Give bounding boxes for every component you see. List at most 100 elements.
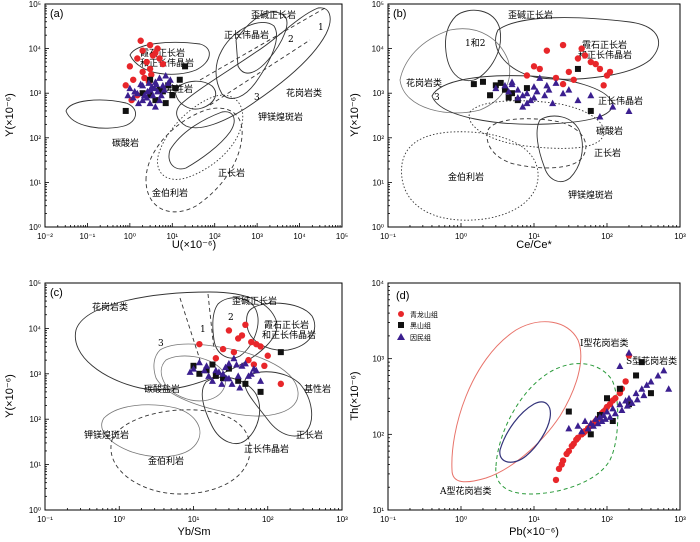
data-point-triangle <box>186 368 194 375</box>
field-label: 歪碱正长岩 <box>232 295 277 307</box>
data-point-triangle <box>618 406 626 413</box>
field-label: 金伯利岩 <box>448 171 484 183</box>
field-kimberlite <box>110 409 251 495</box>
x-axis-label: Pb(×10⁻⁶) <box>509 526 559 538</box>
data-point-triangle <box>190 365 197 372</box>
data-point-square <box>147 76 154 83</box>
data-point-triangle <box>643 381 651 388</box>
field-label: 金伯利岩 <box>152 187 188 199</box>
field-carbonate <box>160 355 226 402</box>
data-point-square <box>505 94 512 101</box>
y-tick-label: 10³ <box>29 89 41 98</box>
data-point-triangle <box>219 370 227 377</box>
y-tick-label: 10⁴ <box>29 45 42 54</box>
data-point-triangle <box>514 94 522 101</box>
data-point-triangle <box>156 74 164 81</box>
y-tick-label: 10⁴ <box>29 324 42 333</box>
data-point-triangle <box>218 380 226 387</box>
data-point-triangle <box>640 391 648 399</box>
data-point-circle <box>148 71 155 78</box>
field-label: 3 <box>158 339 164 349</box>
data-point-circle <box>130 76 137 83</box>
x-tick-label: 10⁴ <box>293 232 306 241</box>
data-point-circle <box>264 352 271 359</box>
panel-label: (a) <box>50 8 63 20</box>
data-point-circle <box>592 60 599 68</box>
data-point-circle <box>606 68 614 76</box>
field-syenite-pegmatite <box>215 22 278 99</box>
data-point-triangle <box>530 83 538 90</box>
data-point-triangle <box>145 79 153 86</box>
data-point-triangle <box>598 417 606 425</box>
field-label: 和正长伟晶岩 <box>578 49 632 61</box>
y-tick-label: 10³ <box>372 89 384 98</box>
field-labels: I型花岗岩类 S型花岗岩类 A型花岗岩类 <box>439 337 677 497</box>
data-point-circle <box>250 361 258 368</box>
data-point-triangle <box>647 377 655 385</box>
legend: 青龙山组 黑山组 因民组 <box>397 310 438 342</box>
data-points <box>552 349 673 484</box>
data-point-square <box>122 107 129 114</box>
field-label: 1 <box>200 325 206 335</box>
x-tick-label: 10³ <box>674 232 686 241</box>
data-point-triangle <box>208 377 216 384</box>
data-point-triangle <box>156 96 164 104</box>
data-point-circle <box>596 65 604 73</box>
field-label: 正长岩 <box>296 429 323 441</box>
data-point-circle <box>563 450 570 458</box>
data-point-triangle <box>508 80 516 88</box>
data-point-triangle <box>162 71 170 79</box>
panel-label: (b) <box>393 8 406 20</box>
x-tick-label: 10³ <box>336 515 348 524</box>
data-point-square <box>509 90 516 97</box>
data-point-circle <box>536 65 543 73</box>
y-tick-label: 10⁵ <box>29 279 41 288</box>
data-point-square <box>220 375 227 382</box>
data-point-triangle <box>126 84 134 92</box>
data-point-square <box>139 90 146 97</box>
x-tick-label: 10⁰ <box>113 515 125 524</box>
field-granitoids <box>399 28 511 114</box>
x-tick-label: 10¹ <box>528 232 540 241</box>
data-point-circle <box>558 461 565 468</box>
y-axis-label: Y(×10⁻⁶) <box>4 374 16 418</box>
field-mafic <box>174 80 216 110</box>
data-point-square <box>587 107 594 114</box>
data-point-square <box>257 388 264 395</box>
data-point-square <box>212 372 219 379</box>
data-point-circle <box>568 442 576 450</box>
data-point-triangle <box>166 76 174 83</box>
field-mafic <box>153 343 299 417</box>
legend-label: 青龙山组 <box>410 310 438 319</box>
legend-label: 黑山组 <box>410 321 431 330</box>
field-carbonatite <box>65 99 136 129</box>
y-axis-label: Th(×10⁻⁶) <box>349 371 361 420</box>
x-tick-label: 10¹ <box>167 232 179 241</box>
data-point-triangle <box>236 383 244 391</box>
field-label: 钾镁煌斑岩 <box>84 429 129 441</box>
data-point-triangle <box>581 417 589 425</box>
field-label: 钾镁煌斑岩 <box>568 189 613 201</box>
data-point-circle <box>225 327 233 334</box>
y-tick-label: 10⁴ <box>372 45 385 54</box>
data-point-triangle <box>559 89 567 97</box>
data-point-square <box>479 78 486 85</box>
data-point-square <box>203 367 210 374</box>
field-s-type <box>495 363 619 495</box>
x-tick-label: 10⁵ <box>336 232 348 241</box>
boundary-line <box>179 297 201 361</box>
plot-frame <box>44 282 343 511</box>
x-tick-label: 10⁰ <box>455 232 467 241</box>
panel-label: (d) <box>396 290 409 302</box>
field-syenite-pegmatite <box>431 75 613 125</box>
data-point-triangle <box>574 96 582 104</box>
data-point-triangle <box>549 99 557 107</box>
x-tick-label: 10⁰ <box>124 232 136 241</box>
data-point-circle <box>143 58 150 66</box>
x-tick-label: 10² <box>601 232 613 241</box>
data-point-triangle <box>616 362 624 369</box>
data-point-triangle <box>241 359 249 367</box>
data-point-square <box>152 97 159 104</box>
data-point-square <box>235 377 242 384</box>
x-tick-label: 10³ <box>251 232 263 241</box>
